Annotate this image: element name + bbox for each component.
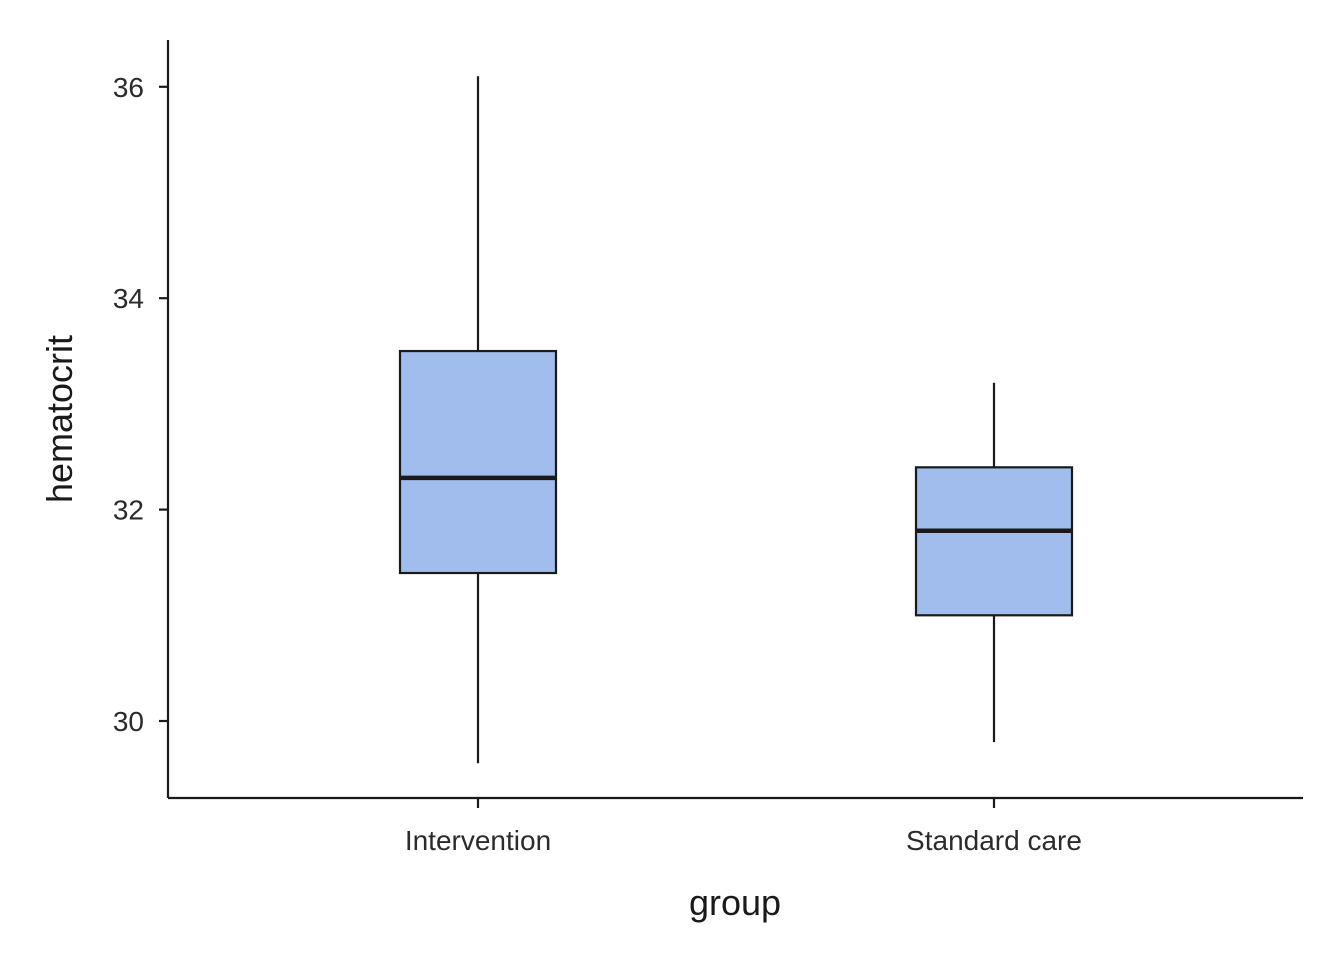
y-tick-label: 30 bbox=[113, 706, 144, 737]
y-tick-label: 34 bbox=[113, 283, 144, 314]
x-tick-label: Intervention bbox=[405, 825, 551, 856]
iqr-box bbox=[398, 349, 558, 575]
y-tick-label: 36 bbox=[113, 72, 144, 103]
y-ticks: 30 32 34 36 bbox=[113, 72, 168, 737]
x-tick-label: Standard care bbox=[906, 825, 1082, 856]
box-2 bbox=[914, 382, 1074, 743]
box-1 bbox=[398, 76, 558, 764]
plot-area bbox=[398, 76, 1074, 764]
iqr-box bbox=[914, 466, 1074, 617]
x-ticks: Intervention Standard care bbox=[405, 798, 1082, 856]
y-tick-label: 32 bbox=[113, 495, 144, 526]
axes bbox=[166, 40, 1303, 800]
y-axis-title: hematocrit bbox=[39, 335, 80, 503]
x-axis-title: group bbox=[689, 882, 781, 923]
